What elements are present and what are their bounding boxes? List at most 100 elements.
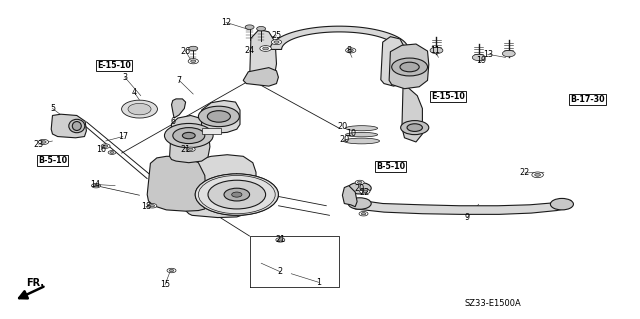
Polygon shape [51,114,86,138]
Circle shape [274,41,279,43]
Ellipse shape [346,126,378,131]
FancyBboxPatch shape [202,128,221,134]
Circle shape [150,205,155,207]
Circle shape [148,204,157,208]
Text: 8: 8 [346,46,351,55]
Ellipse shape [344,138,380,144]
Circle shape [188,148,193,151]
Polygon shape [170,115,210,163]
Text: 20: 20 [339,135,349,144]
Circle shape [101,144,110,148]
Text: SZ33-E1500A: SZ33-E1500A [465,299,521,308]
Text: 17: 17 [118,132,128,141]
Circle shape [182,132,195,139]
Circle shape [260,46,271,51]
Text: B-5-10: B-5-10 [38,156,67,165]
Circle shape [348,182,371,194]
Circle shape [186,147,195,152]
Circle shape [41,141,46,143]
Circle shape [38,139,49,145]
Polygon shape [389,44,429,89]
Polygon shape [342,186,357,207]
Text: B-5-10: B-5-10 [376,162,405,171]
Text: E-15-10: E-15-10 [431,92,465,101]
Circle shape [94,184,99,187]
Circle shape [401,121,429,135]
Text: 20: 20 [355,184,365,193]
Circle shape [502,50,515,57]
Polygon shape [250,29,276,84]
Circle shape [191,60,196,63]
Text: 6: 6 [170,117,175,126]
Text: 12: 12 [221,18,231,27]
Circle shape [278,239,283,241]
Ellipse shape [346,132,378,137]
Circle shape [169,269,174,272]
Circle shape [550,198,573,210]
Circle shape [355,180,364,185]
Circle shape [167,268,176,273]
Circle shape [108,151,116,154]
Circle shape [532,172,543,178]
Text: 9: 9 [465,213,470,222]
Polygon shape [402,80,422,142]
Circle shape [188,59,198,64]
Text: 20: 20 [337,122,348,131]
Circle shape [257,26,266,31]
Circle shape [262,47,269,50]
Circle shape [472,54,485,61]
Text: 3: 3 [122,73,127,82]
Polygon shape [172,99,186,118]
Text: 2: 2 [278,267,283,276]
Text: FR.: FR. [26,278,44,288]
Circle shape [392,58,428,76]
Ellipse shape [72,122,81,130]
Text: 14: 14 [90,180,100,189]
Text: 19: 19 [476,56,486,65]
Text: 13: 13 [483,50,493,59]
Polygon shape [147,156,206,211]
Circle shape [348,49,353,52]
Text: 16: 16 [96,145,106,154]
Text: 26: 26 [180,47,191,56]
Circle shape [430,47,443,54]
Text: 4: 4 [132,88,137,97]
Text: 1: 1 [316,278,321,287]
Circle shape [358,181,362,184]
Circle shape [346,48,356,53]
Polygon shape [381,37,406,86]
Polygon shape [186,155,256,218]
Circle shape [245,25,254,29]
Polygon shape [243,68,278,86]
Circle shape [198,106,239,127]
Polygon shape [202,100,240,133]
Circle shape [208,180,266,209]
Circle shape [360,189,370,194]
Text: 5: 5 [50,104,55,113]
Text: 7: 7 [177,76,182,85]
Circle shape [104,145,108,147]
Circle shape [128,103,151,115]
Text: 24: 24 [244,46,255,55]
Text: 22: 22 [520,168,530,177]
Circle shape [359,211,368,216]
Text: 11: 11 [430,46,440,55]
Circle shape [189,46,198,51]
Text: 18: 18 [141,202,151,211]
Text: 22: 22 [360,188,370,197]
Circle shape [224,188,250,201]
Text: 21: 21 [180,145,191,154]
Text: 10: 10 [346,129,356,138]
Circle shape [195,174,278,215]
Circle shape [207,111,230,122]
Circle shape [361,212,366,215]
Circle shape [173,128,205,144]
Circle shape [348,198,371,209]
Text: E-15-10: E-15-10 [97,61,131,70]
Circle shape [276,238,285,242]
Circle shape [232,192,242,197]
Text: 25: 25 [271,31,282,40]
Ellipse shape [69,119,84,133]
Polygon shape [351,199,571,214]
Circle shape [164,123,213,148]
